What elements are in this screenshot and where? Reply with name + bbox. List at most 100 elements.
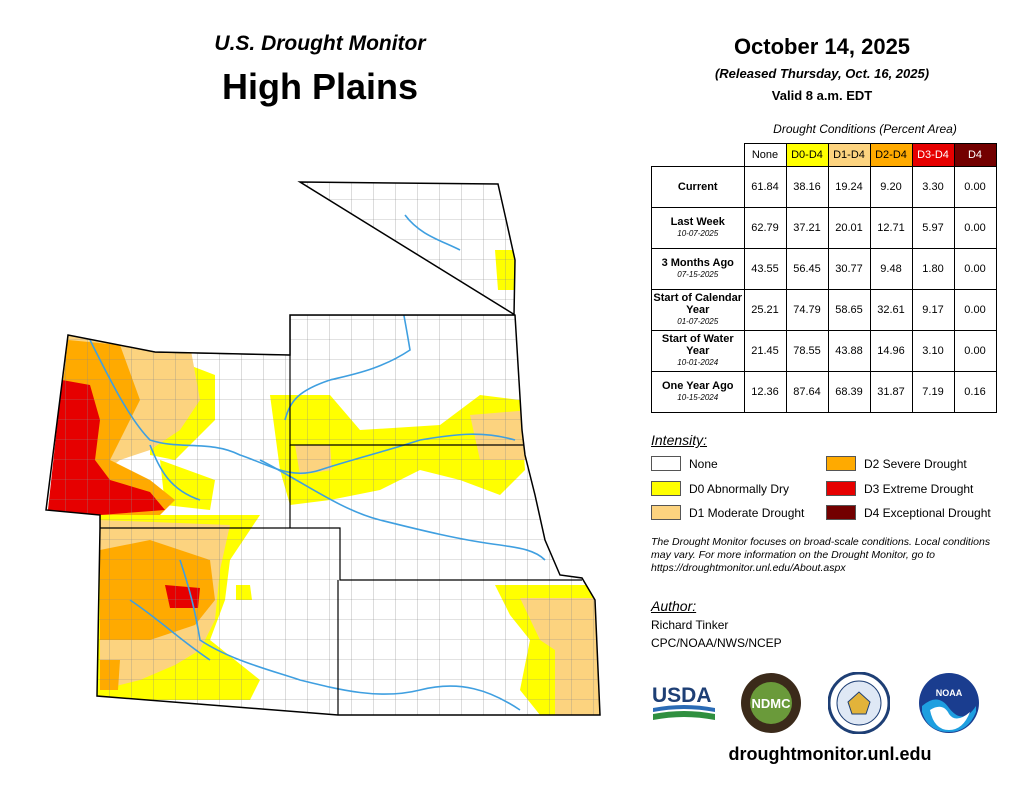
row-date: 10-07-2025 bbox=[677, 229, 719, 238]
map-date: October 14, 2025 bbox=[733, 34, 911, 59]
table-cell: 1.80 bbox=[911, 248, 955, 290]
col-none: None bbox=[743, 143, 787, 167]
legend-label: D1 Moderate Drought bbox=[689, 505, 805, 520]
col-d0-d4: D0-D4 bbox=[785, 143, 829, 167]
row-label-text: One Year Ago bbox=[661, 380, 734, 392]
col-d1-d4: D1-D4 bbox=[827, 143, 871, 167]
row-label: Last Week 10-07-2025 bbox=[651, 207, 745, 249]
legend-label: D4 Exceptional Drought bbox=[864, 505, 991, 520]
table-cell: 43.88 bbox=[827, 330, 871, 372]
table-cell: 30.77 bbox=[827, 248, 871, 290]
usda-logo-text: USDA bbox=[652, 684, 712, 707]
ndmc-logo: NDMC bbox=[740, 672, 802, 734]
legend-item-d3: D3 Extreme Drought bbox=[826, 481, 973, 496]
table-cell: 25.21 bbox=[743, 289, 787, 331]
table-row: Last Week 10-07-2025 62.79 37.21 20.01 12… bbox=[651, 207, 997, 249]
table-cell: 20.01 bbox=[827, 207, 871, 249]
table-cell: 21.45 bbox=[743, 330, 787, 372]
table-cell: 31.87 bbox=[869, 371, 913, 413]
col-d4: D4 bbox=[953, 143, 997, 167]
row-label: Start of Water Year 10-01-2024 bbox=[651, 330, 745, 372]
row-date: 01-07-2025 bbox=[677, 317, 719, 326]
table-cell: 9.20 bbox=[869, 166, 913, 208]
table-cell: 56.45 bbox=[785, 248, 829, 290]
table-cell: 0.00 bbox=[953, 207, 997, 249]
commerce-seal bbox=[827, 671, 891, 735]
table-cell: 12.36 bbox=[743, 371, 787, 413]
table-cell: 62.79 bbox=[743, 207, 787, 249]
table-cell: 0.00 bbox=[953, 248, 997, 290]
table-row: One Year Ago 10-15-2024 12.36 87.64 68.39… bbox=[651, 371, 997, 413]
legend-item-d1: D1 Moderate Drought bbox=[651, 505, 804, 520]
row-date: 10-01-2024 bbox=[677, 358, 719, 367]
row-label: Start of Calendar Year 01-07-2025 bbox=[651, 289, 745, 331]
table-row: Start of Calendar Year 01-07-2025 25.21 7… bbox=[651, 289, 997, 331]
noaa-logo: NOAA bbox=[918, 672, 980, 734]
ndmc-logo-text: NDMC bbox=[752, 696, 792, 711]
table-cell: 58.65 bbox=[827, 289, 871, 331]
table-cell: 43.55 bbox=[743, 248, 787, 290]
valid-time: Valid 8 a.m. EDT bbox=[771, 88, 873, 103]
col-d3-d4: D3-D4 bbox=[911, 143, 955, 167]
header-blank bbox=[652, 144, 745, 167]
table-cell: 3.10 bbox=[911, 330, 955, 372]
table-cell: 7.19 bbox=[911, 371, 955, 413]
author-heading: Author: bbox=[651, 598, 697, 614]
release-date: (Released Thursday, Oct. 16, 2025) bbox=[714, 66, 930, 81]
site-url[interactable]: droughtmonitor.unl.edu bbox=[728, 744, 932, 764]
table-cell: 5.97 bbox=[911, 207, 955, 249]
legend-swatch bbox=[651, 505, 681, 520]
legend-label: D2 Severe Drought bbox=[864, 456, 967, 471]
legend-swatch bbox=[826, 481, 856, 496]
map-subtitle: U.S. Drought Monitor bbox=[214, 32, 426, 55]
table-cell: 9.17 bbox=[911, 289, 955, 331]
table-cell: 0.00 bbox=[953, 330, 997, 372]
drought-map bbox=[45, 181, 601, 716]
legend-item-d4: D4 Exceptional Drought bbox=[826, 505, 991, 520]
row-label: Current bbox=[651, 166, 745, 208]
legend-item-d0: D0 Abnormally Dry bbox=[651, 481, 789, 496]
table-cell: 87.64 bbox=[785, 371, 829, 413]
row-label-text: Current bbox=[677, 181, 718, 193]
usda-logo: USDA bbox=[651, 680, 717, 726]
table-cell: 38.16 bbox=[785, 166, 829, 208]
row-label-text: 3 Months Ago bbox=[661, 257, 734, 269]
legend-label: D0 Abnormally Dry bbox=[689, 481, 790, 496]
row-label-text: Last Week bbox=[670, 216, 725, 228]
table-row: Current 61.84 38.16 19.24 9.20 3.30 0.00 bbox=[651, 166, 997, 208]
conditions-table: None D0-D4 D1-D4 D2-D4 D3-D4 D4 Current … bbox=[651, 143, 997, 413]
table-cell: 61.84 bbox=[743, 166, 787, 208]
author-name: Richard Tinker bbox=[651, 618, 729, 632]
table-cell: 32.61 bbox=[869, 289, 913, 331]
legend-item-none: None bbox=[651, 456, 718, 471]
legend-label: D3 Extreme Drought bbox=[864, 481, 974, 496]
legend-swatch bbox=[826, 505, 856, 520]
table-cell: 74.79 bbox=[785, 289, 829, 331]
legend-swatch bbox=[826, 456, 856, 471]
table-cell: 68.39 bbox=[827, 371, 871, 413]
table-cell: 0.00 bbox=[953, 289, 997, 331]
row-date: 10-15-2024 bbox=[677, 393, 719, 402]
row-label: 3 Months Ago 07-15-2025 bbox=[651, 248, 745, 290]
map-title: High Plains bbox=[221, 66, 419, 107]
row-label: One Year Ago 10-15-2024 bbox=[651, 371, 745, 413]
legend-swatch bbox=[651, 456, 681, 471]
table-cell: 78.55 bbox=[785, 330, 829, 372]
table-row: 3 Months Ago 07-15-2025 43.55 56.45 30.77… bbox=[651, 248, 997, 290]
table-cell: 19.24 bbox=[827, 166, 871, 208]
table-cell: 14.96 bbox=[869, 330, 913, 372]
col-d2-d4: D2-D4 bbox=[869, 143, 913, 167]
legend-label: None bbox=[689, 456, 718, 471]
table-cell: 0.16 bbox=[953, 371, 997, 413]
legend-swatch bbox=[651, 481, 681, 496]
row-label-text: Start of Water Year bbox=[661, 333, 734, 357]
conditions-header-row: None D0-D4 D1-D4 D2-D4 D3-D4 D4 bbox=[652, 143, 997, 167]
table-cell: 37.21 bbox=[785, 207, 829, 249]
table-row: Start of Water Year 10-01-2024 21.45 78.5… bbox=[651, 330, 997, 372]
table-cell: 3.30 bbox=[911, 166, 955, 208]
table-cell: 12.71 bbox=[869, 207, 913, 249]
author-org: CPC/NOAA/NWS/NCEP bbox=[651, 636, 782, 650]
table-cell: 9.48 bbox=[869, 248, 913, 290]
legend-item-d2: D2 Severe Drought bbox=[826, 456, 967, 471]
table-cell: 0.00 bbox=[953, 166, 997, 208]
